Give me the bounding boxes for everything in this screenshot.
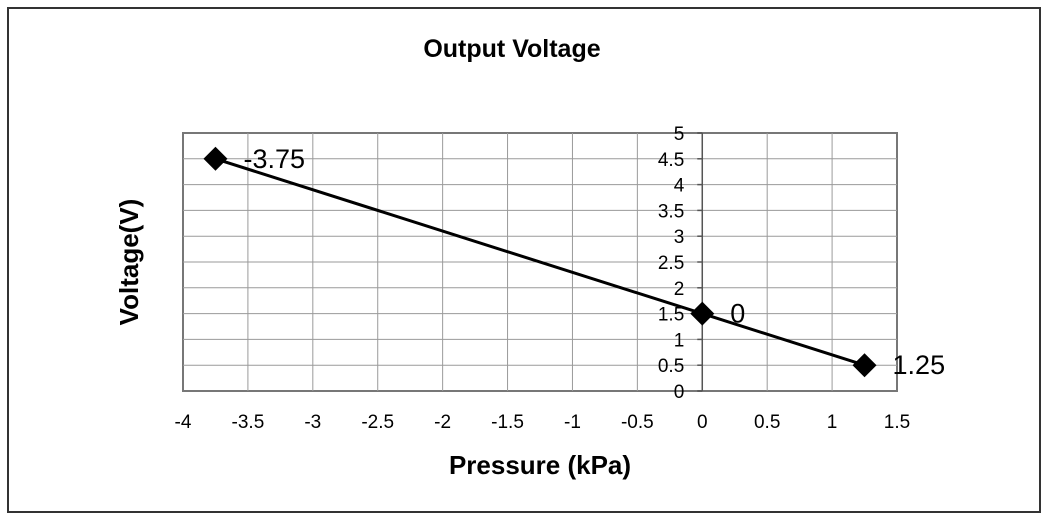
chart-title: Output Voltage [423, 35, 600, 63]
x-tick-label: 1.5 [884, 412, 910, 433]
x-axis-title: Pressure (kPa) [449, 450, 631, 480]
x-tick-label: -3 [304, 412, 321, 433]
data-label: 0 [730, 299, 745, 329]
data-point-marker [690, 301, 715, 326]
x-tick-label: -2.5 [361, 412, 394, 433]
x-tick-label: -1.5 [491, 412, 524, 433]
y-tick-label: 0 [674, 382, 685, 403]
x-tick-label: -3.5 [232, 412, 265, 433]
y-tick-label: 1.5 [658, 305, 684, 326]
series-layer: -3.75 0 1.25 [203, 144, 945, 380]
x-tick-label: -4 [175, 412, 192, 433]
y-tick-label: 2 [674, 279, 685, 300]
data-point-marker [852, 353, 877, 378]
y-axis-title: Voltage(V) [114, 199, 144, 326]
y-tick-label: 5 [674, 124, 685, 145]
tick-labels: -4 -3.5 -3 -2.5 -2 -1.5 -1 -0.5 0 0.5 1 1.5 0 0.5 1 1.5… [175, 124, 911, 433]
grid [183, 132, 897, 392]
y-tick-label: 2.5 [658, 253, 684, 274]
y-tick-label: 3 [674, 227, 685, 248]
y-tick-label: 3.5 [658, 201, 684, 222]
x-tick-label: -2 [434, 412, 451, 433]
x-tick-label: -0.5 [621, 412, 654, 433]
x-tick-label: 0.5 [754, 412, 780, 433]
y-tick-label: 4 [674, 176, 685, 197]
x-tick-label: 0 [697, 412, 708, 433]
y-tick-label: 4.5 [658, 150, 684, 171]
x-tick-label: 1 [827, 412, 838, 433]
data-label: -3.75 [243, 144, 305, 174]
data-label: 1.25 [893, 350, 946, 380]
data-point-marker [203, 146, 228, 171]
x-tick-label: -1 [564, 412, 581, 433]
y-tick-label: 0.5 [658, 356, 684, 377]
y-tick-label: 1 [674, 330, 685, 351]
